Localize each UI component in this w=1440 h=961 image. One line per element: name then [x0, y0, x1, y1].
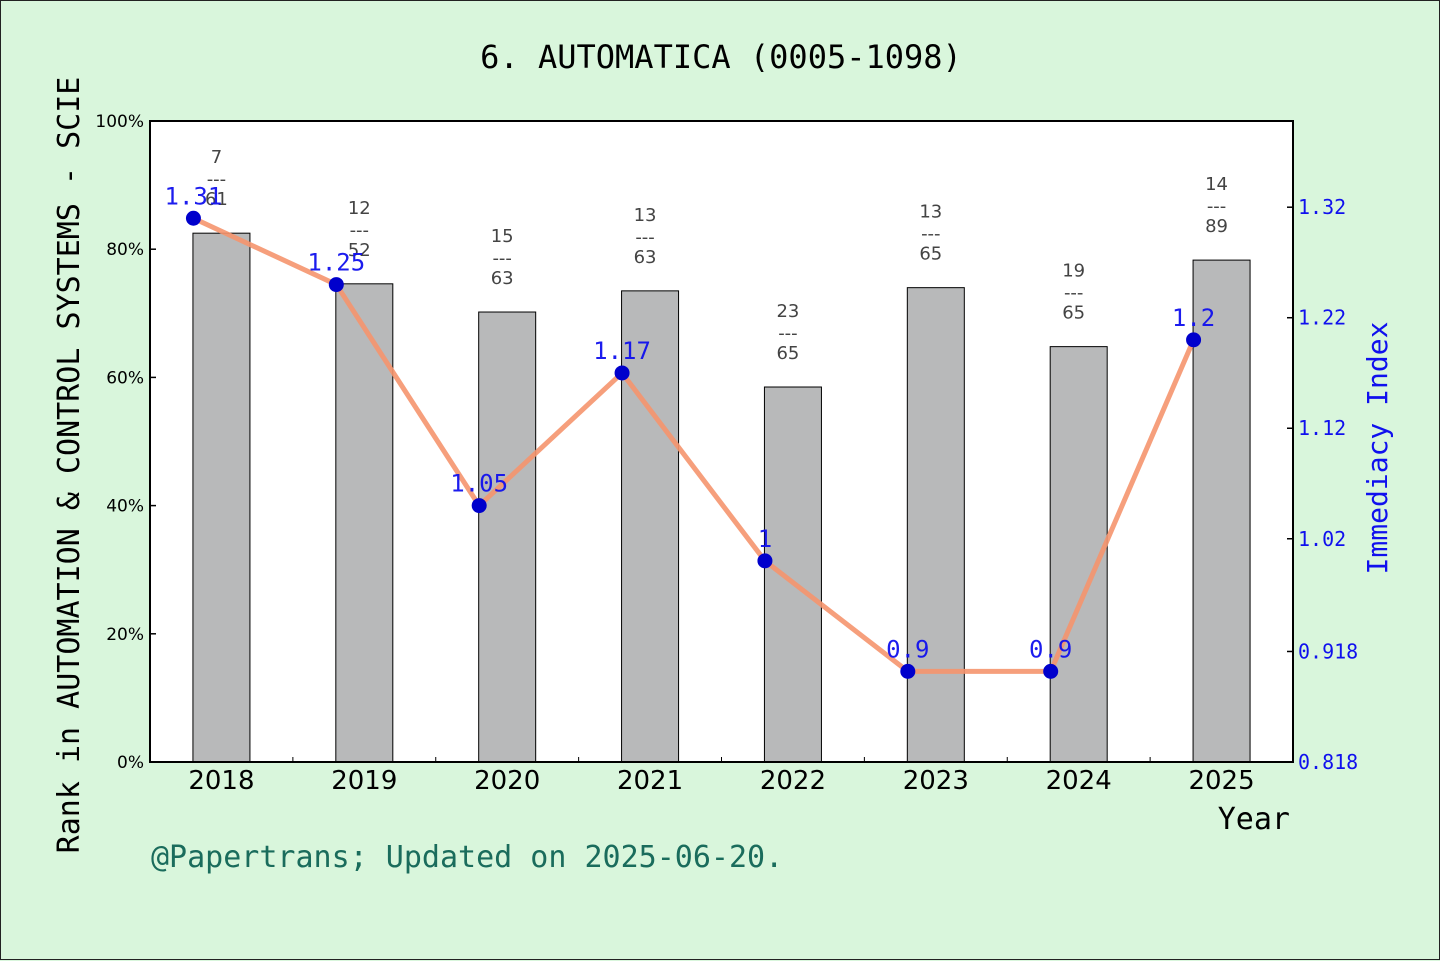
x-tick-label: 2020: [474, 766, 540, 796]
immediacy-value-label: 1.17: [593, 337, 651, 365]
bar-total-label: 89: [1205, 216, 1228, 237]
bar-rank-label: 23: [776, 301, 799, 322]
x-tick-label: 2019: [331, 766, 397, 796]
immediacy-value-label: 1: [758, 525, 772, 553]
bar-2021: [621, 290, 680, 763]
immediacy-point-2023: [900, 663, 916, 679]
x-tick-label: 2022: [760, 766, 826, 796]
bar-rank-separator: ---: [1207, 196, 1227, 217]
bar-2022: [763, 386, 822, 763]
bar-total-label: 61: [205, 189, 228, 210]
x-axis-label: Year: [1218, 802, 1290, 837]
immediacy-value-label: 0.9: [1029, 635, 1072, 663]
bar-rank-label: 12: [348, 198, 371, 219]
bar-rank-label: 14: [1205, 174, 1228, 195]
bar-rank-label: 19: [1062, 261, 1085, 282]
left-tick-label: 40%: [106, 497, 144, 517]
bar-total-label: 65: [1062, 303, 1085, 324]
right-tick-label: 1.22: [1298, 306, 1346, 330]
x-tick-label: 2021: [617, 766, 683, 796]
bar-total-label: 63: [634, 247, 657, 268]
x-tick-label: 2023: [903, 766, 969, 796]
y-axis-label-right: Immediacy Index: [1361, 322, 1394, 575]
x-tick-label: 2018: [188, 766, 254, 796]
immediacy-point-2021: [614, 365, 630, 381]
left-tick-label: 60%: [106, 368, 144, 388]
immediacy-point-2022: [757, 553, 773, 569]
x-tick-label: 2024: [1046, 766, 1112, 796]
bar-rank-separator: ---: [921, 224, 941, 245]
left-tick-label: 100%: [95, 112, 144, 132]
right-tick-label: 0.918: [1298, 639, 1358, 663]
immediacy-line: [190, 215, 1197, 674]
left-tick-label: 0%: [117, 753, 144, 773]
bar-2019: [335, 283, 394, 763]
plot-area: [150, 121, 1293, 762]
right-tick-label: 1.32: [1298, 195, 1346, 219]
bar-rank-separator: ---: [492, 248, 512, 269]
immediacy-point-2025: [1186, 332, 1202, 348]
immediacy-point-2024: [1043, 663, 1059, 679]
bar-2018: [192, 232, 251, 763]
bar-total-label: 63: [491, 268, 514, 289]
immediacy-value-label: 1.31: [165, 182, 223, 210]
chart-title: 6. AUTOMATICA (0005-1098): [480, 38, 962, 76]
immediacy-line-group: 1.31 1.25 1.05 1.17 1 0.9 0.9 1.2: [165, 182, 1215, 679]
bar-rank-separator: ---: [207, 169, 227, 190]
y-axis-label-left: Rank in AUTOMATION & CONTROL SYSTEMS - S…: [52, 77, 87, 854]
immediacy-value-label: 1.05: [450, 470, 508, 498]
right-tick-label: 1.12: [1298, 416, 1346, 440]
left-tick-label: 80%: [106, 240, 144, 260]
bar-total-label: 65: [776, 343, 799, 364]
right-axis-ticks: 0.818 0.918 1.02 1.12 1.22 1.32: [1287, 195, 1358, 774]
left-axis-ticks: 0% 20% 40% 60% 80% 100%: [95, 112, 156, 773]
immediacy-point-2020: [471, 498, 487, 514]
immediacy-point-2019: [328, 277, 344, 293]
bar-rank-separator: ---: [350, 220, 370, 241]
x-tick-label: 2025: [1188, 766, 1254, 796]
bar-rank-separator: ---: [635, 227, 655, 248]
right-tick-label: 1.02: [1298, 527, 1346, 551]
left-tick-label: 20%: [106, 625, 144, 645]
immediacy-value-label: 1.2: [1172, 304, 1215, 332]
bar-rank-label: 7: [211, 147, 222, 168]
footer-credit: @Papertrans; Updated on 2025-06-20.: [151, 840, 783, 875]
bar-rank-label: 13: [919, 202, 942, 223]
immediacy-value-label: 0.9: [886, 635, 929, 663]
bar-rank-label: 13: [634, 205, 657, 226]
bar-rank-separator: ---: [778, 323, 798, 344]
right-tick-label: 0.818: [1298, 750, 1358, 774]
immediacy-value-label: 1.25: [307, 249, 365, 277]
bars-group: [192, 232, 1251, 763]
bar-rank-label: 15: [491, 226, 514, 247]
bar-total-label: 65: [919, 244, 942, 265]
bar-total-label: 52: [348, 240, 371, 261]
bar-2025: [1192, 259, 1251, 763]
bar-2020: [478, 311, 537, 763]
immediacy-point-2018: [185, 210, 201, 226]
bar-2023: [906, 287, 965, 763]
bar-rank-separator: ---: [1064, 283, 1084, 304]
bar-labels-group: 7---61 12---5215---6313---6323---6513---6…: [205, 147, 1228, 364]
x-axis-ticks: 2018 2019 2020 2021 2022 2023 2024 2025: [149, 757, 1294, 796]
